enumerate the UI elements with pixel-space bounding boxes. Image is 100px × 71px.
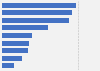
Bar xyxy=(2,18,69,23)
Bar xyxy=(2,56,22,61)
Bar xyxy=(2,41,29,46)
Bar xyxy=(2,33,32,38)
Bar xyxy=(2,3,76,8)
Bar xyxy=(2,10,72,15)
Bar xyxy=(2,25,48,30)
Bar xyxy=(2,63,14,68)
Bar xyxy=(2,48,28,53)
